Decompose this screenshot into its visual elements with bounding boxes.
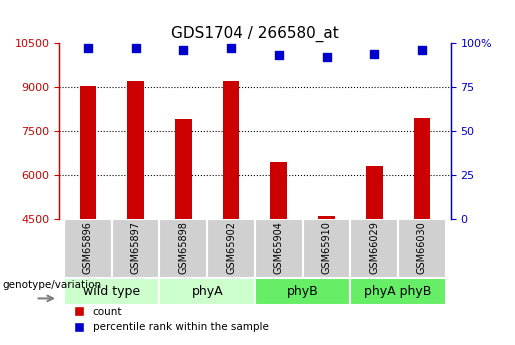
Point <box>179 47 187 53</box>
Point <box>274 53 283 58</box>
Text: phyB: phyB <box>287 285 319 298</box>
Text: GSM65904: GSM65904 <box>274 221 284 274</box>
Bar <box>270 162 287 219</box>
Bar <box>366 166 383 219</box>
Bar <box>303 219 350 278</box>
Text: GSM65897: GSM65897 <box>131 221 141 274</box>
Text: GSM66030: GSM66030 <box>417 221 427 274</box>
Text: GSM65910: GSM65910 <box>321 221 332 274</box>
Bar <box>64 278 160 305</box>
Bar <box>160 278 255 305</box>
Text: phyA phyB: phyA phyB <box>365 285 432 298</box>
Text: genotype/variation: genotype/variation <box>3 280 101 289</box>
Bar <box>222 81 239 219</box>
Title: GDS1704 / 266580_at: GDS1704 / 266580_at <box>171 26 339 42</box>
Bar <box>398 219 446 278</box>
Point <box>322 55 331 60</box>
Text: GSM65898: GSM65898 <box>178 221 188 274</box>
Text: wild type: wild type <box>83 285 140 298</box>
Bar <box>207 219 255 278</box>
Bar <box>175 119 192 219</box>
Bar <box>64 219 112 278</box>
Bar <box>79 86 96 219</box>
Text: GSM66029: GSM66029 <box>369 221 379 274</box>
Bar <box>255 278 350 305</box>
Point <box>370 51 379 57</box>
Point <box>227 46 235 51</box>
Bar <box>350 219 398 278</box>
Bar <box>414 118 431 219</box>
Point <box>131 46 140 51</box>
Bar <box>255 219 303 278</box>
Bar <box>318 216 335 219</box>
Text: GSM65902: GSM65902 <box>226 221 236 274</box>
Bar <box>160 219 207 278</box>
Text: GSM65896: GSM65896 <box>83 221 93 274</box>
Bar <box>127 81 144 219</box>
Bar <box>350 278 446 305</box>
Bar <box>112 219 160 278</box>
Point <box>418 47 426 53</box>
Text: phyA: phyA <box>192 285 223 298</box>
Legend: count, percentile rank within the sample: count, percentile rank within the sample <box>64 303 272 336</box>
Point <box>84 46 92 51</box>
